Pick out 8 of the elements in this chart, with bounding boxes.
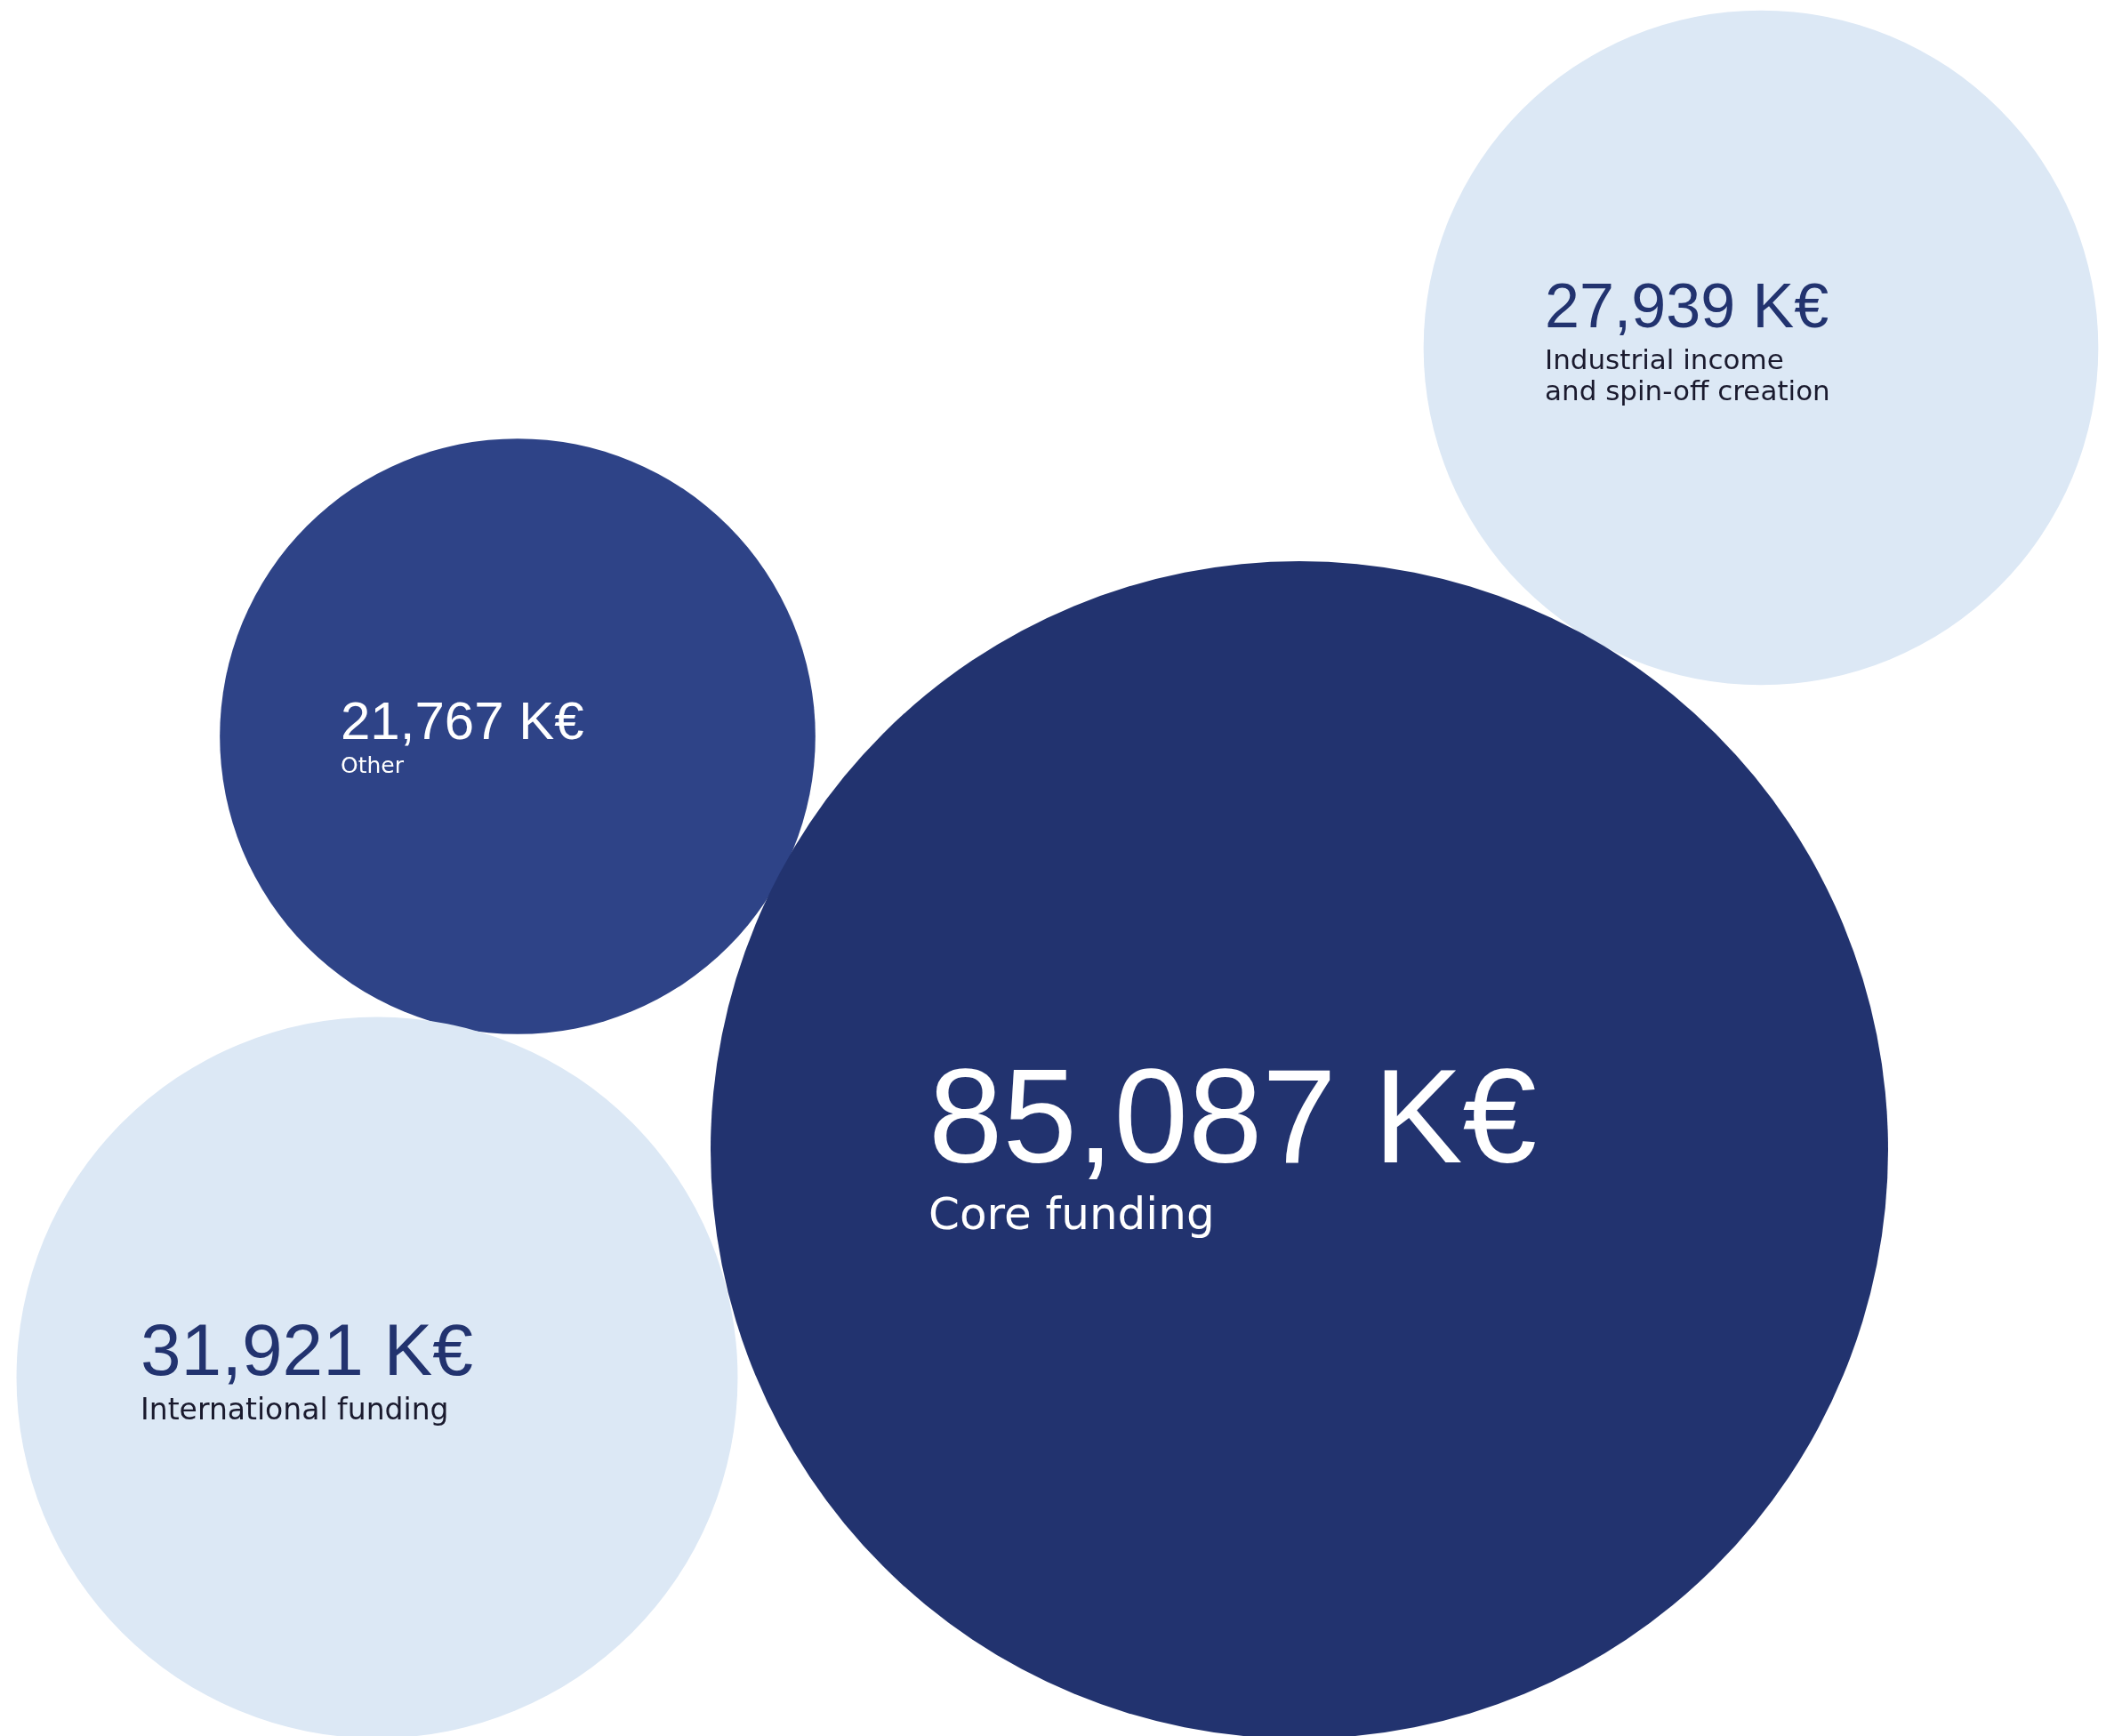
data-label: 21,767 K€ [341, 691, 584, 751]
category-label: Core funding [928, 1188, 1215, 1240]
category-label: Other [341, 751, 405, 778]
data-label: 27,939 K€ [1545, 271, 1829, 341]
data-label: 31,921 K€ [141, 1309, 473, 1390]
data-label: 85,087 K€ [928, 1041, 1537, 1191]
category-label: International funding [141, 1391, 449, 1427]
category-label: Industrial income and spin-off creation [1545, 342, 1830, 407]
